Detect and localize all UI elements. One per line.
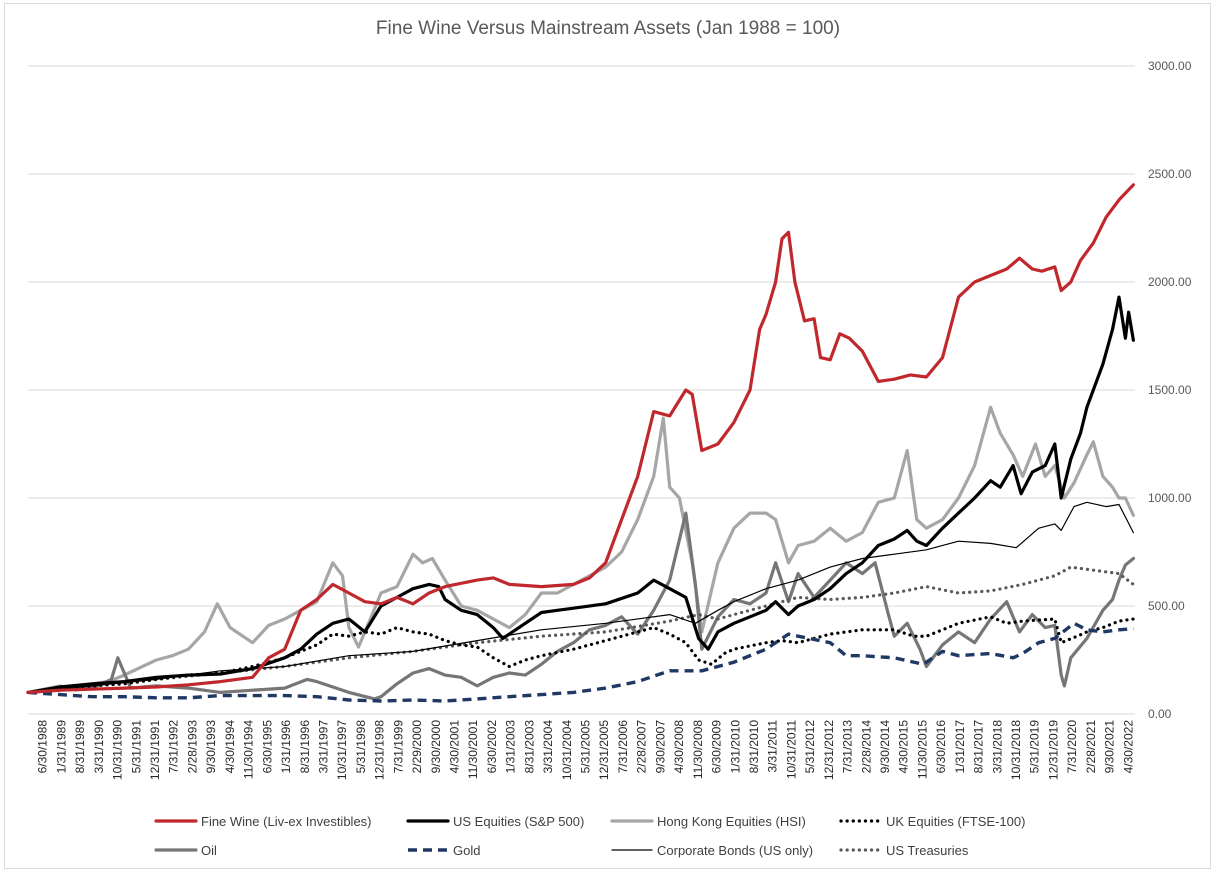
x-tick-label: 9/30/2000 bbox=[429, 720, 443, 774]
x-tick-label: 9/30/2014 bbox=[878, 720, 892, 774]
x-tick-label: 2/28/2014 bbox=[859, 720, 873, 774]
x-tick-label: 10/31/2004 bbox=[560, 720, 574, 780]
x-tick-label: 6/30/2016 bbox=[934, 720, 948, 774]
x-tick-label: 6/30/2009 bbox=[710, 720, 724, 774]
x-tick-label: 7/31/2020 bbox=[1065, 720, 1079, 774]
x-tick-label: 12/31/1991 bbox=[148, 720, 162, 780]
x-tick-label: 6/30/1988 bbox=[36, 720, 50, 774]
y-tick-label: 0.00 bbox=[1148, 707, 1172, 721]
legend-label: US Treasuries bbox=[886, 843, 969, 858]
x-tick-label: 2/28/1993 bbox=[185, 720, 199, 774]
x-tick-label: 5/31/2012 bbox=[803, 720, 817, 774]
x-tick-label: 8/31/1996 bbox=[298, 720, 312, 774]
x-tick-label: 8/31/2010 bbox=[747, 720, 761, 774]
x-tick-label: 11/30/2001 bbox=[466, 720, 480, 779]
x-tick-label: 3/31/2004 bbox=[541, 720, 555, 774]
x-tick-label: 7/31/1992 bbox=[167, 720, 181, 774]
x-tick-label: 12/31/2012 bbox=[822, 720, 836, 780]
x-tick-label: 6/30/1995 bbox=[260, 720, 274, 774]
x-tick-label: 3/31/1990 bbox=[92, 720, 106, 774]
x-tick-label: 1/31/2010 bbox=[728, 720, 742, 774]
y-tick-label: 2500.00 bbox=[1148, 167, 1192, 181]
x-tick-label: 10/31/1990 bbox=[111, 720, 125, 780]
series-line bbox=[26, 295, 1135, 694]
x-tick-label: 8/31/2017 bbox=[972, 720, 986, 774]
x-tick-label: 3/31/1997 bbox=[316, 720, 330, 774]
x-tick-label: 11/30/2015 bbox=[915, 720, 929, 779]
gridlines bbox=[28, 65, 1135, 607]
x-tick-label: 2/28/2021 bbox=[1084, 720, 1098, 774]
legend-label: Gold bbox=[453, 843, 480, 858]
x-tick-label: 4/30/2022 bbox=[1121, 720, 1135, 774]
x-tick-label: 10/31/2011 bbox=[784, 720, 798, 779]
x-tick-label: 5/31/1998 bbox=[354, 720, 368, 774]
x-axis-tick-labels: 6/30/1988 1/31/1989 8/31/1989 3/31/1990 10/3… bbox=[36, 720, 1136, 780]
x-tick-label: 1/31/1996 bbox=[279, 720, 293, 774]
x-tick-label: 11/30/1994 bbox=[242, 720, 256, 779]
y-tick-label: 1000.00 bbox=[1148, 491, 1192, 505]
x-tick-label: 4/30/2008 bbox=[672, 720, 686, 774]
x-tick-label: 7/31/2006 bbox=[616, 720, 630, 774]
x-tick-label: 10/31/1997 bbox=[335, 720, 349, 780]
legend-label: UK Equities (FTSE-100) bbox=[886, 814, 1025, 829]
x-tick-label: 6/30/2002 bbox=[485, 720, 499, 774]
x-tick-label: 8/31/2003 bbox=[522, 720, 536, 774]
legend-label: Oil bbox=[201, 843, 217, 858]
chart-title: Fine Wine Versus Mainstream Assets (Jan … bbox=[375, 18, 841, 39]
y-tick-label: 2000.00 bbox=[1148, 275, 1192, 289]
y-axis-tick-labels: 0.00 500.00 1000.00 1500.00 2000.00 2500.00 30… bbox=[1148, 59, 1192, 721]
x-tick-label: 4/30/2001 bbox=[447, 720, 461, 774]
y-tick-label: 500.00 bbox=[1148, 599, 1185, 613]
x-tick-label: 3/31/2018 bbox=[990, 720, 1004, 774]
x-tick-label: 1/31/1989 bbox=[54, 720, 68, 774]
series-line bbox=[27, 621, 1134, 703]
x-tick-label: 7/31/1999 bbox=[391, 720, 405, 774]
legend-label: Corporate Bonds (US only) bbox=[657, 843, 813, 858]
x-tick-label: 2/29/2000 bbox=[410, 720, 424, 774]
series-line bbox=[26, 511, 1135, 701]
series-lines bbox=[26, 183, 1135, 703]
x-tick-label: 4/30/2015 bbox=[897, 720, 911, 774]
legend: Fine Wine (Liv-ex Investibles) US Equitie… bbox=[154, 814, 1025, 858]
series-line bbox=[26, 615, 1135, 694]
x-tick-label: 5/31/1991 bbox=[129, 720, 143, 774]
x-tick-label: 9/30/2021 bbox=[1103, 720, 1117, 774]
x-tick-label: 5/31/2019 bbox=[1028, 720, 1042, 774]
x-tick-label: 7/31/2013 bbox=[841, 720, 855, 774]
x-tick-label: 9/30/1993 bbox=[204, 720, 218, 774]
chart-frame bbox=[4, 3, 1211, 869]
series-line bbox=[26, 405, 1135, 694]
x-tick-label: 11/30/2008 bbox=[691, 720, 705, 779]
x-tick-label: 10/31/2018 bbox=[1009, 720, 1023, 780]
x-tick-label: 1/31/2003 bbox=[504, 720, 518, 774]
y-tick-label: 3000.00 bbox=[1148, 59, 1192, 73]
x-tick-label: 12/31/2019 bbox=[1046, 720, 1060, 780]
legend-label: Hong Kong Equities (HSI) bbox=[657, 814, 806, 829]
series-line bbox=[27, 501, 1134, 693]
series-line bbox=[26, 183, 1135, 694]
y-tick-label: 1500.00 bbox=[1148, 383, 1192, 397]
x-tick-label: 12/31/2005 bbox=[597, 720, 611, 780]
x-tick-label: 3/31/2011 bbox=[766, 720, 780, 773]
x-tick-label: 1/31/2017 bbox=[953, 720, 967, 774]
x-tick-label: 4/30/1994 bbox=[223, 720, 237, 774]
x-tick-label: 2/28/2007 bbox=[635, 720, 649, 774]
legend-label: Fine Wine (Liv-ex Investibles) bbox=[201, 814, 372, 829]
x-tick-label: 8/31/1989 bbox=[73, 720, 87, 774]
legend-label: US Equities (S&P 500) bbox=[453, 814, 584, 829]
x-tick-label: 9/30/2007 bbox=[653, 720, 667, 774]
x-tick-label: 5/31/2005 bbox=[579, 720, 593, 774]
x-tick-label: 12/31/1998 bbox=[373, 720, 387, 780]
